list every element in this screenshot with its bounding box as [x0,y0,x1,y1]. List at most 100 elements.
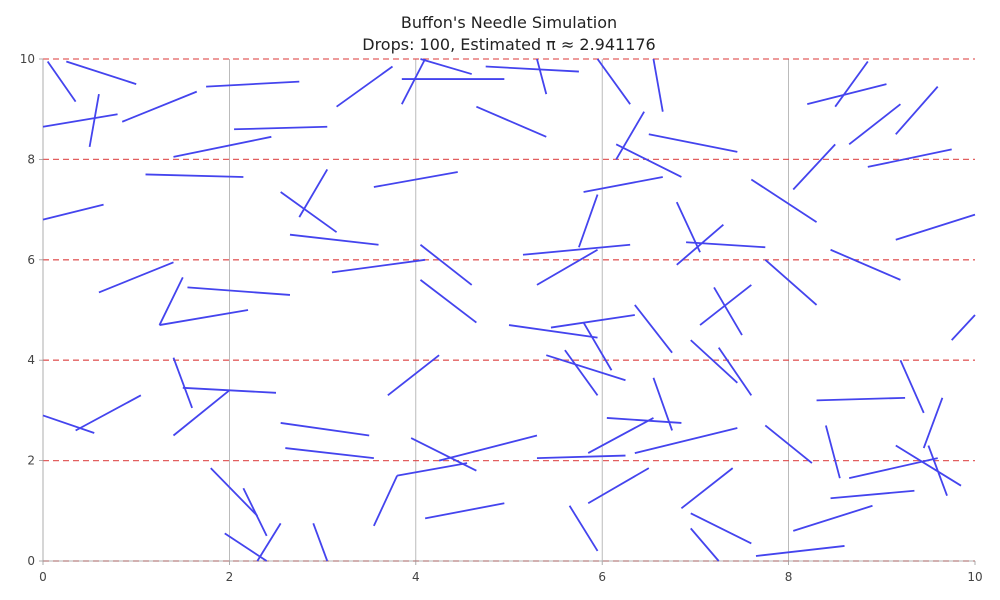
needle-45 [764,259,818,306]
needle-90 [690,527,720,562]
axes [42,59,975,562]
needles [42,58,976,562]
needle-73 [536,454,626,459]
needle-85 [899,359,925,414]
needle-35 [676,223,724,266]
needle-13 [652,58,664,112]
y-tick-label-3: 6 [27,253,35,267]
needle-39 [834,60,869,108]
needle-11 [536,58,548,95]
needle-9 [420,58,472,75]
needle-79 [816,396,906,402]
needle-86 [830,489,915,500]
needle-76 [652,377,673,431]
needle-87 [792,504,873,532]
needle-91 [680,467,734,509]
needle-43 [895,213,976,241]
needle-93 [568,505,599,552]
needle-5 [206,80,300,88]
needle-1 [66,60,137,85]
needle-74 [587,417,654,454]
needle-55 [564,349,599,396]
needle-23 [583,176,663,193]
needle-44 [830,248,901,281]
needle-59 [713,286,743,336]
y-tick-label-5: 10 [20,52,35,66]
y-tick-label-1: 2 [27,454,35,468]
needle-29 [331,258,426,274]
needle-50 [159,309,249,326]
needle-4 [121,90,198,123]
needle-0 [46,60,77,103]
x-axis-ticks: 0 2 4 6 8 10 [39,561,983,584]
x-tick-label-0: 0 [39,570,47,584]
needle-15 [234,125,328,131]
needle-60 [717,347,753,396]
needle-17 [145,173,244,178]
needle-89 [690,512,752,545]
needle-78 [764,424,813,464]
needle-34 [675,201,701,253]
needle-49 [158,276,184,326]
needle-84 [927,445,948,497]
needle-16 [173,135,272,158]
grid-lines [228,59,789,561]
needle-98 [256,522,282,562]
y-tick-label-4: 8 [27,152,35,166]
chart-title: Buffon's Needle Simulation [401,13,617,32]
needle-33 [686,241,766,249]
needle-64 [172,389,230,437]
needle-14 [476,105,547,138]
needle-20 [298,168,329,218]
needle-66 [42,414,95,434]
needle-96 [242,487,268,537]
needle-67 [280,422,370,437]
needle-80 [825,425,841,479]
needle-36 [750,178,818,223]
needle-47 [187,286,291,296]
needle-25 [615,143,682,178]
x-tick-label-1: 2 [226,570,234,584]
needle-10 [485,65,579,73]
needle-19 [280,191,338,233]
needle-77 [634,427,738,454]
needle-40 [848,103,901,146]
needle-68 [285,447,374,459]
needle-95 [210,467,259,517]
needle-52 [550,314,635,329]
y-tick-label-0: 0 [27,554,35,568]
needle-3 [88,93,100,148]
x-tick-label-4: 8 [785,570,793,584]
needle-37 [792,143,836,191]
needle-70 [438,434,538,462]
needle-51 [508,324,598,339]
needle-88 [755,545,845,557]
needle-46 [951,314,976,341]
needle-28 [522,243,631,256]
x-tick-label-2: 4 [412,570,420,584]
needle-83 [922,397,944,449]
y-tick-label-2: 4 [27,353,35,367]
needle-57 [690,339,738,384]
y-axis-ticks: 0 2 4 6 8 10 [20,52,43,568]
needle-30 [419,244,473,286]
needle-7 [401,58,426,105]
needle-62 [172,357,193,409]
needle-21 [373,171,458,188]
needle-53 [582,322,613,371]
needle-99 [312,523,329,562]
needle-69 [410,437,477,472]
needle-58 [699,284,752,326]
needle-72 [397,462,468,477]
needle-94 [424,502,505,520]
needle-54 [546,354,626,382]
needle-31 [419,279,477,324]
x-tick-label-3: 6 [598,570,606,584]
needle-27 [578,194,599,248]
needle-61 [387,354,440,397]
needle-56 [634,304,673,354]
needle-48 [98,261,174,294]
needle-42 [895,86,939,135]
